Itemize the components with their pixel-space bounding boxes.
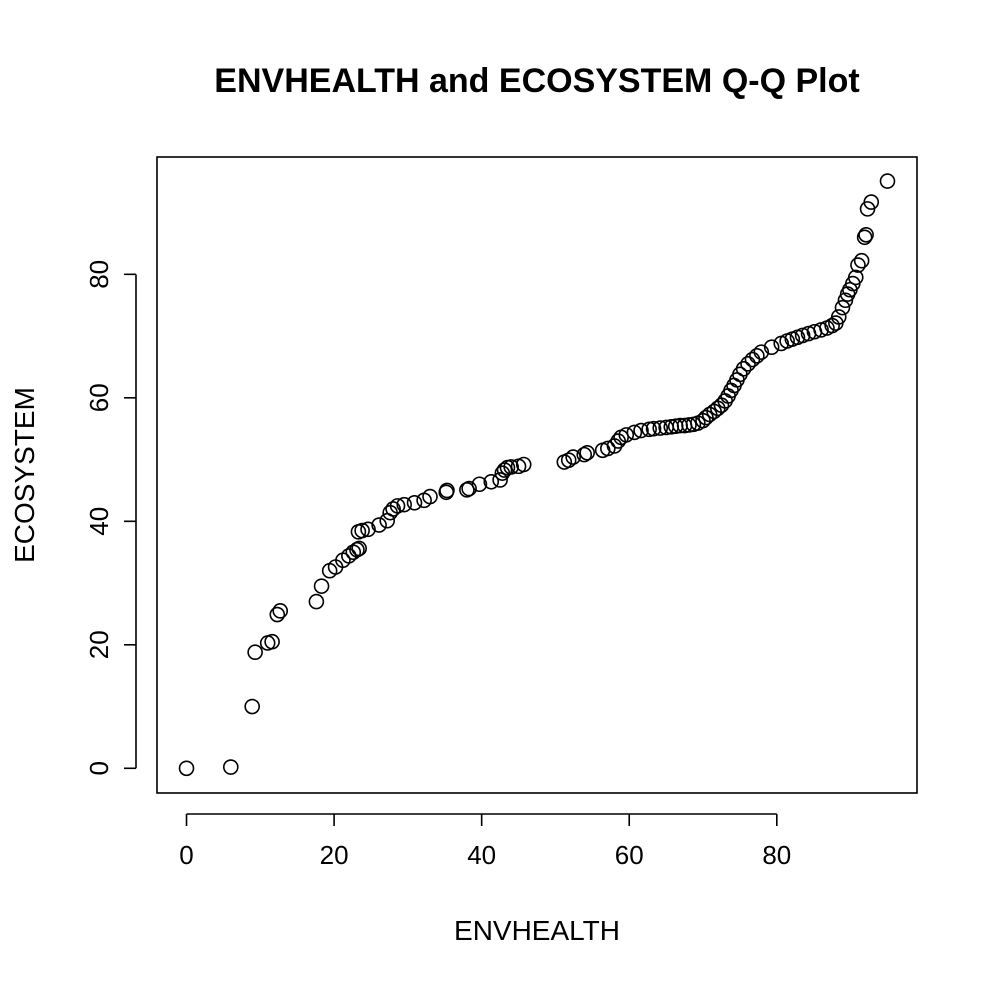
data-point xyxy=(439,482,455,499)
plot-frame xyxy=(156,156,918,794)
data-point xyxy=(847,269,864,286)
data-point xyxy=(560,452,577,468)
chart-title: ENVHEALTH and ECOSYSTEM Q-Q Plot xyxy=(214,62,859,100)
data-point xyxy=(360,521,376,538)
data-point xyxy=(371,517,387,533)
data-point xyxy=(850,257,866,273)
y-axis-label: ECOSYSTEM xyxy=(9,387,40,563)
y-tick-label: 80 xyxy=(84,260,114,289)
data-point xyxy=(459,482,475,498)
data-point xyxy=(830,309,847,325)
data-points xyxy=(178,173,896,777)
x-tick-label: 0 xyxy=(179,840,193,870)
data-point xyxy=(652,420,669,436)
data-point xyxy=(753,344,770,360)
data-point xyxy=(272,603,289,619)
data-point xyxy=(633,422,649,439)
x-tick-label: 60 xyxy=(615,840,644,870)
data-point xyxy=(863,194,880,210)
data-point xyxy=(618,427,635,443)
data-point xyxy=(389,498,406,514)
y-tick-label: 20 xyxy=(84,630,114,659)
data-point xyxy=(837,292,854,309)
data-point xyxy=(813,322,829,338)
data-point xyxy=(735,360,752,377)
y-tick-label: 0 xyxy=(84,761,114,775)
data-point xyxy=(600,440,616,457)
data-point xyxy=(853,252,870,269)
data-point xyxy=(461,480,477,497)
data-point xyxy=(247,644,263,661)
x-tick-label: 40 xyxy=(467,840,496,870)
data-point xyxy=(269,606,286,623)
data-point xyxy=(406,494,423,511)
data-point xyxy=(565,449,581,465)
data-point xyxy=(749,348,765,364)
y-tick-label: 40 xyxy=(84,507,114,536)
data-point xyxy=(740,356,756,372)
data-point xyxy=(794,327,811,344)
data-point xyxy=(763,339,780,355)
data-point xyxy=(178,760,195,777)
y-tick-label: 60 xyxy=(84,383,114,412)
data-point xyxy=(264,633,280,650)
x-axis: 0 20 40 60 80 xyxy=(179,813,791,870)
data-point xyxy=(879,173,896,189)
data-point xyxy=(385,501,401,517)
data-point xyxy=(396,496,412,513)
data-point xyxy=(349,541,365,558)
data-point xyxy=(222,759,239,775)
x-tick-label: 80 xyxy=(762,840,791,870)
data-point xyxy=(503,459,519,475)
data-point xyxy=(244,698,260,715)
data-point xyxy=(576,446,593,463)
data-point xyxy=(856,229,873,246)
data-point xyxy=(858,227,874,243)
x-tick-label: 20 xyxy=(320,840,349,870)
data-point xyxy=(354,522,370,539)
data-point xyxy=(834,299,851,316)
y-axis: 0 20 40 60 80 xyxy=(84,260,137,776)
data-point xyxy=(515,456,532,473)
data-point xyxy=(579,444,595,461)
data-point xyxy=(422,488,438,505)
x-axis-label: ENVHEALTH xyxy=(454,915,620,946)
data-point xyxy=(313,578,330,594)
data-point xyxy=(744,351,761,368)
data-point xyxy=(626,424,643,441)
data-point xyxy=(308,593,325,610)
data-point xyxy=(645,420,662,437)
data-point xyxy=(471,476,488,493)
data-point xyxy=(351,540,367,557)
data-point xyxy=(492,472,508,488)
data-point xyxy=(483,473,500,490)
